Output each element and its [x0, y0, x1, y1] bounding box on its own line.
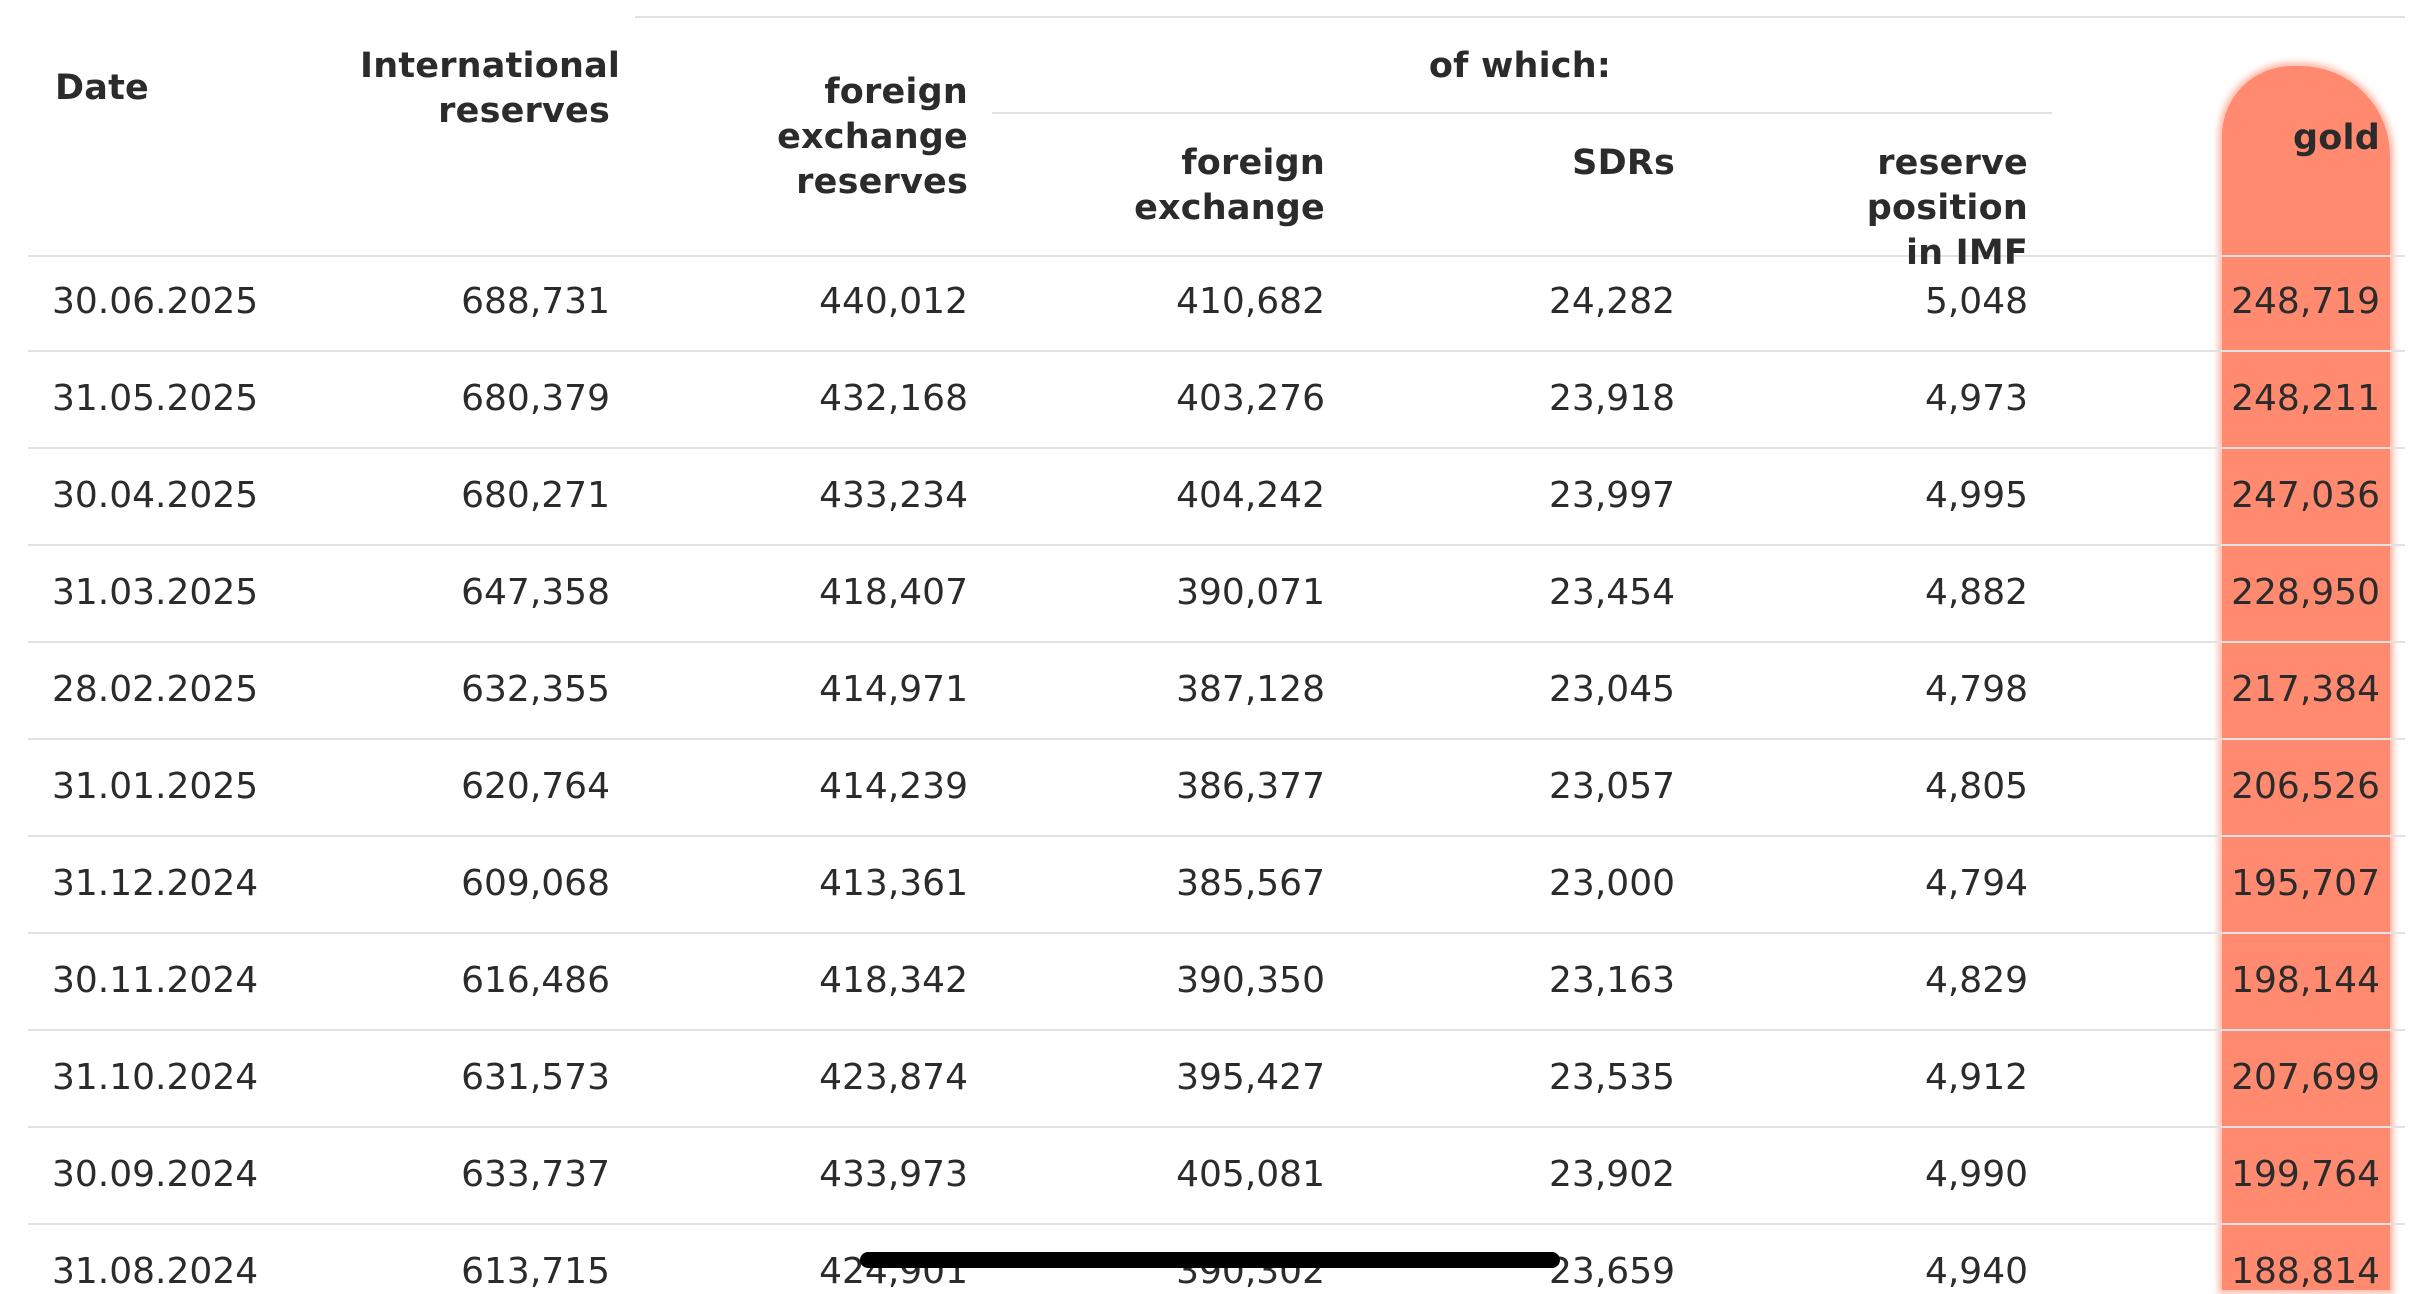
foreign-exchange-reserves-cell: 413,361 — [819, 863, 968, 904]
date-cell: 28.02.2025 — [52, 669, 259, 710]
reserve-position-cell: 4,940 — [1924, 1251, 2028, 1292]
gold-cell: 228,950 — [2231, 572, 2380, 613]
reserve-position-cell: 5,048 — [1924, 281, 2028, 322]
reserve-position-cell: 4,798 — [1924, 669, 2028, 710]
sdrs-cell: 23,997 — [1549, 475, 1675, 516]
row-divider — [28, 350, 2405, 352]
sdrs-cell: 23,454 — [1549, 572, 1675, 613]
foreign-exchange-cell: 390,350 — [1176, 960, 1325, 1001]
foreign-exchange-cell: 403,276 — [1176, 378, 1325, 419]
international-reserves-cell: 632,355 — [461, 669, 610, 710]
sdrs-cell: 23,659 — [1549, 1251, 1675, 1292]
gold-cell: 207,699 — [2231, 1057, 2380, 1098]
reserve-position-cell: 4,995 — [1924, 475, 2028, 516]
header-international-reserves: International reserves — [360, 46, 621, 131]
header-date: Date — [55, 68, 149, 108]
foreign-exchange-reserves-cell: 418,407 — [819, 572, 968, 613]
sdrs-cell: 23,045 — [1549, 669, 1675, 710]
gold-cell: 247,036 — [2231, 475, 2380, 516]
date-cell: 31.10.2024 — [52, 1057, 259, 1098]
sdrs-cell: 24,282 — [1549, 281, 1675, 322]
sdrs-cell: 23,918 — [1549, 378, 1675, 419]
row-divider — [28, 738, 2405, 740]
redaction-scribble — [860, 1252, 1560, 1268]
gold-cell: 199,764 — [2231, 1154, 2380, 1195]
foreign-exchange-cell: 387,128 — [1176, 669, 1325, 710]
gold-cell: 188,814 — [2231, 1251, 2380, 1292]
date-cell: 30.09.2024 — [52, 1154, 259, 1195]
foreign-exchange-cell: 395,427 — [1176, 1057, 1325, 1098]
header-top-rule — [635, 16, 2405, 18]
reserve-position-cell: 4,805 — [1924, 766, 2028, 807]
date-cell: 31.03.2025 — [52, 572, 259, 613]
sdrs-cell: 23,535 — [1549, 1057, 1675, 1098]
row-divider — [28, 1126, 2405, 1128]
gold-cell: 248,719 — [2231, 281, 2380, 322]
foreign-exchange-cell: 390,071 — [1176, 572, 1325, 613]
reserve-position-cell: 4,829 — [1924, 960, 2028, 1001]
row-divider — [28, 835, 2405, 837]
foreign-exchange-reserves-cell: 414,971 — [819, 669, 968, 710]
international-reserves-cell: 680,379 — [461, 378, 610, 419]
date-cell: 31.08.2024 — [52, 1251, 259, 1292]
header-reserve-position-in-imf: reserve position in IMF — [1866, 143, 2028, 273]
header-bottom-rule — [28, 255, 2405, 257]
international-reserves-cell: 613,715 — [461, 1251, 610, 1292]
row-divider — [28, 1029, 2405, 1031]
sdrs-cell: 23,163 — [1549, 960, 1675, 1001]
row-divider — [28, 1223, 2405, 1225]
foreign-exchange-reserves-cell: 433,234 — [819, 475, 968, 516]
header-gold: gold — [2293, 118, 2380, 158]
foreign-exchange-reserves-cell: 432,168 — [819, 378, 968, 419]
international-reserves-cell: 633,737 — [461, 1154, 610, 1195]
of-which-rule — [992, 112, 2052, 114]
foreign-exchange-reserves-cell: 418,342 — [819, 960, 968, 1001]
reserve-position-cell: 4,794 — [1924, 863, 2028, 904]
date-cell: 31.12.2024 — [52, 863, 259, 904]
international-reserves-cell: 616,486 — [461, 960, 610, 1001]
gold-column-highlight — [2222, 66, 2390, 1290]
foreign-exchange-cell: 404,242 — [1176, 475, 1325, 516]
international-reserves-cell: 647,358 — [461, 572, 610, 613]
row-divider — [28, 641, 2405, 643]
date-cell: 30.11.2024 — [52, 960, 259, 1001]
foreign-exchange-cell: 410,682 — [1176, 281, 1325, 322]
foreign-exchange-cell: 405,081 — [1176, 1154, 1325, 1195]
gold-cell: 217,384 — [2231, 669, 2380, 710]
reserve-position-cell: 4,882 — [1924, 572, 2028, 613]
foreign-exchange-cell: 386,377 — [1176, 766, 1325, 807]
foreign-exchange-reserves-cell: 433,973 — [819, 1154, 968, 1195]
international-reserves-cell: 620,764 — [461, 766, 610, 807]
date-cell: 31.05.2025 — [52, 378, 259, 419]
date-cell: 30.04.2025 — [52, 475, 259, 516]
date-cell: 31.01.2025 — [52, 766, 259, 807]
reserve-position-cell: 4,973 — [1924, 378, 2028, 419]
gold-cell: 195,707 — [2231, 863, 2380, 904]
row-divider — [28, 932, 2405, 934]
reserve-position-cell: 4,990 — [1924, 1154, 2028, 1195]
header-of-which: of which: — [1428, 46, 1612, 86]
gold-cell: 206,526 — [2231, 766, 2380, 807]
sdrs-cell: 23,000 — [1549, 863, 1675, 904]
international-reserves-cell: 680,271 — [461, 475, 610, 516]
international-reserves-cell: 631,573 — [461, 1057, 610, 1098]
header-sdrs: SDRs — [1572, 143, 1675, 183]
sdrs-cell: 23,057 — [1549, 766, 1675, 807]
gold-cell: 248,211 — [2231, 378, 2380, 419]
international-reserves-cell: 688,731 — [461, 281, 610, 322]
foreign-exchange-reserves-cell: 414,239 — [819, 766, 968, 807]
reserve-position-cell: 4,912 — [1924, 1057, 2028, 1098]
sdrs-cell: 23,902 — [1549, 1154, 1675, 1195]
gold-cell: 198,144 — [2231, 960, 2380, 1001]
header-foreign-exchange: foreign exchange — [1134, 143, 1325, 228]
foreign-exchange-cell: 385,567 — [1176, 863, 1325, 904]
international-reserves-cell: 609,068 — [461, 863, 610, 904]
header-foreign-exchange-reserves: foreign exchange reserves — [777, 72, 968, 202]
row-divider — [28, 447, 2405, 449]
date-cell: 30.06.2025 — [52, 281, 259, 322]
row-divider — [28, 544, 2405, 546]
foreign-exchange-reserves-cell: 423,874 — [819, 1057, 968, 1098]
foreign-exchange-reserves-cell: 440,012 — [819, 281, 968, 322]
